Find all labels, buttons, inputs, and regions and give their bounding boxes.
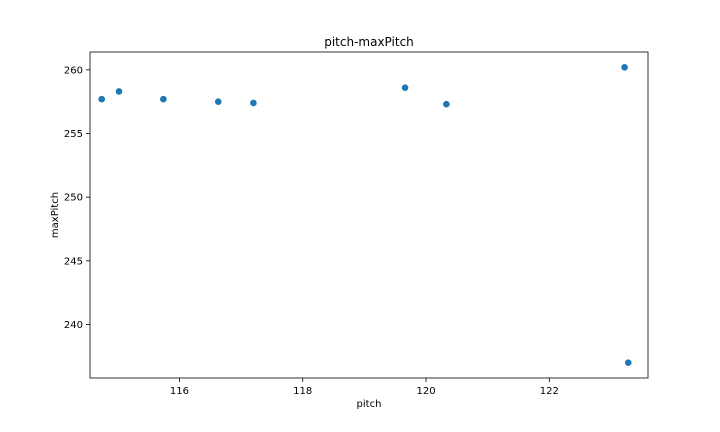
x-tick-label: 122 bbox=[540, 386, 559, 397]
scatter-point bbox=[624, 359, 632, 367]
y-tick-label: 240 bbox=[64, 320, 83, 331]
y-tick-label: 255 bbox=[64, 129, 83, 140]
x-axis-ticks: 116 118 120 122 bbox=[170, 378, 559, 397]
scatter-point bbox=[443, 100, 450, 108]
plot-frame bbox=[89, 51, 649, 379]
scatter-point bbox=[115, 88, 123, 95]
y-axis-label: maxPitch bbox=[50, 192, 61, 238]
scatter-point bbox=[98, 95, 106, 103]
scatter-point bbox=[160, 95, 167, 103]
y-axis-ticks: 240 245 250 255 260 bbox=[64, 65, 90, 331]
scatter-point bbox=[401, 84, 409, 91]
x-tick-label: 116 bbox=[170, 386, 189, 397]
chart-title: pitch-maxPitch bbox=[324, 35, 414, 49]
scatter-point bbox=[250, 99, 257, 107]
x-tick-label: 118 bbox=[293, 386, 312, 397]
x-tick-label: 120 bbox=[416, 386, 435, 397]
scatter-point bbox=[214, 98, 222, 105]
y-tick-label: 260 bbox=[64, 65, 83, 76]
plot-area bbox=[89, 51, 649, 379]
data-points bbox=[98, 63, 632, 367]
scatter-point bbox=[621, 63, 628, 71]
y-tick-label: 250 bbox=[64, 193, 83, 204]
x-axis-label: pitch bbox=[357, 399, 382, 410]
y-tick-label: 245 bbox=[64, 256, 83, 267]
